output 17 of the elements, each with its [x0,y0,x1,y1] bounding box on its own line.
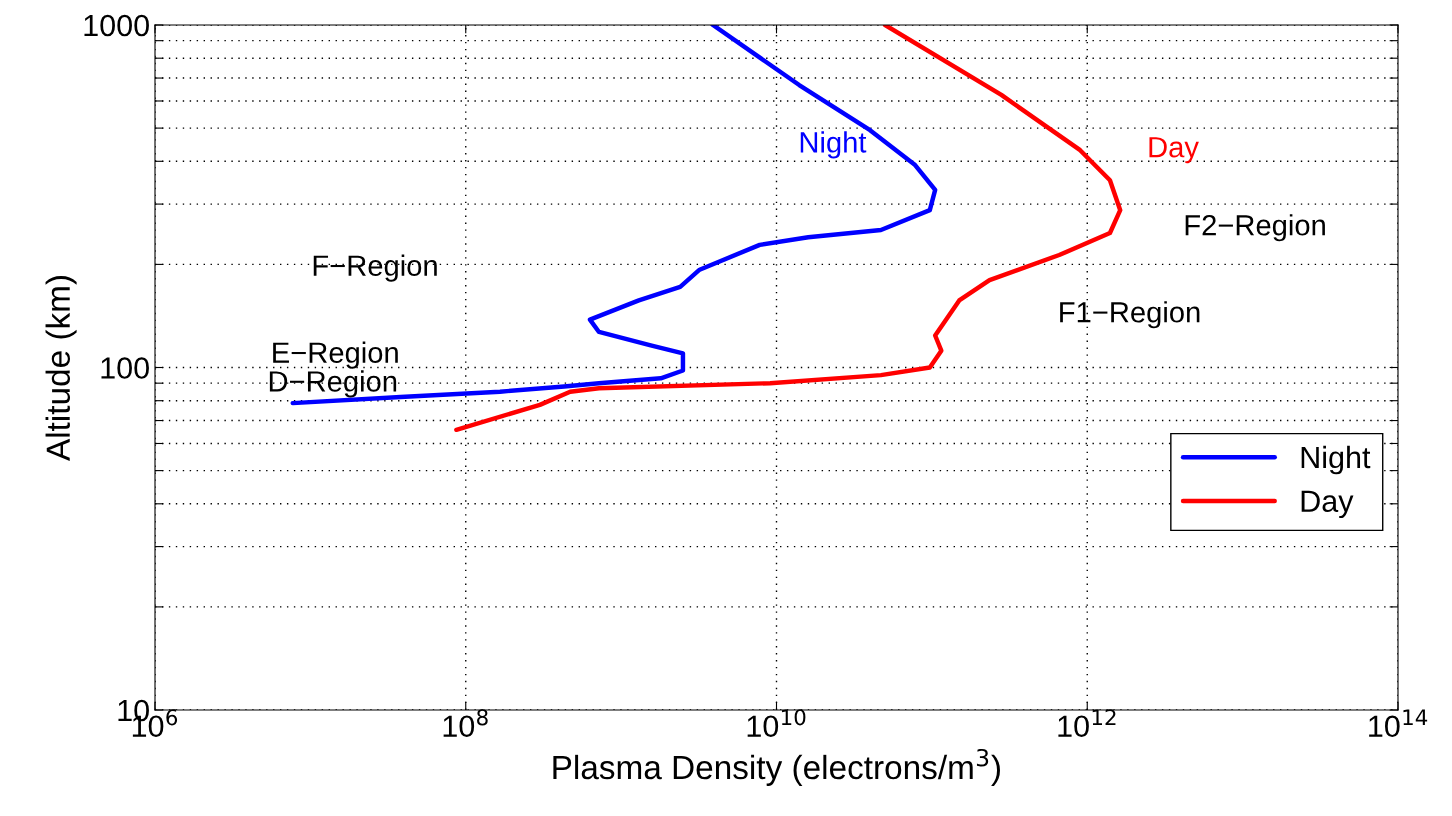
legend-label: Night [1301,445,1371,475]
legend-label: Day [1301,490,1354,519]
annotation: Day [1149,137,1199,164]
annotation: E−Region [273,341,398,369]
x-tick-label: 10$^{14}$ [1369,709,1428,738]
annotation: D−Region [269,370,397,398]
x-tick-label: 10$^{10}$ [747,709,806,738]
annotation: F−Region [313,254,437,282]
y-axis-title: Altitude (km) [45,276,77,461]
y-tick-label: 1000 [84,14,149,37]
x-tick-label: 10$^{8}$ [443,709,488,738]
annotation: Night [800,131,867,159]
y-tick-label: 100 [101,357,149,379]
x-axis-title: Plasma Density (electrons/m$^{3}$) [553,748,1000,786]
x-tick-label: 10$^{12}$ [1058,709,1116,738]
annotation: F2−Region [1185,214,1325,242]
annotation: F1−Region [1060,301,1200,329]
